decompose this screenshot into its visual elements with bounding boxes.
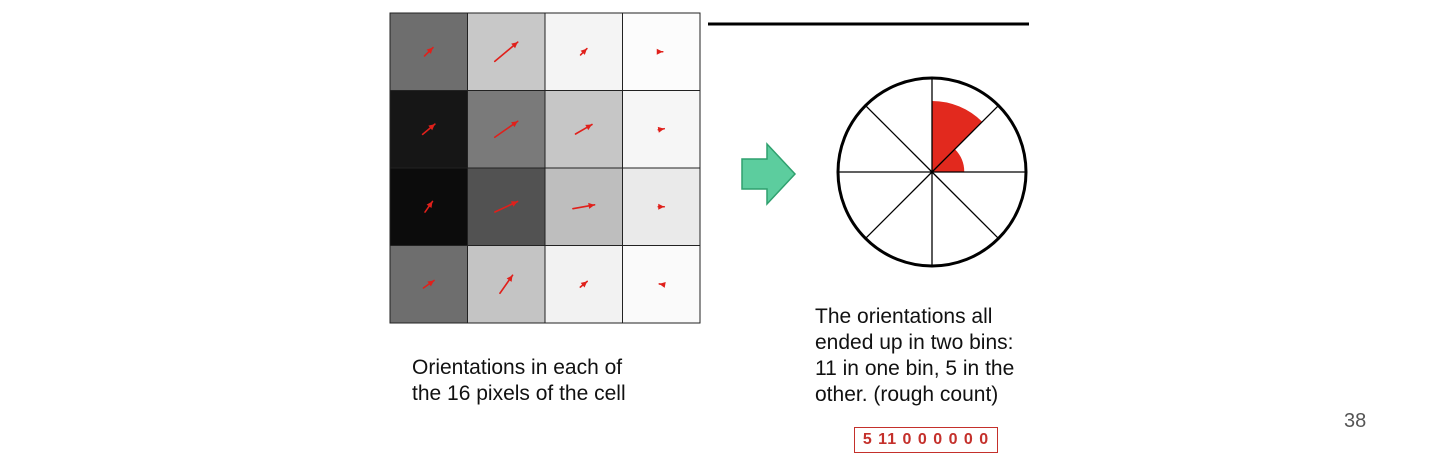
bins-caption: The orientations all ended up in two bin… xyxy=(815,304,1014,408)
pixel-cell xyxy=(622,90,701,169)
bins-caption-line: ended up in two bins: xyxy=(815,331,1014,354)
orientation-histogram-wheel xyxy=(836,76,1028,268)
pixel-grid xyxy=(389,12,701,324)
orientation-arrow xyxy=(572,202,596,210)
bins-caption-line: 11 in one bin, 5 in the xyxy=(815,357,1015,380)
grid-caption: Orientations in each of the 16 pixels of… xyxy=(412,355,626,407)
wheel-rim xyxy=(836,76,1028,268)
pixel-cell xyxy=(467,245,546,324)
grid-caption-line: Orientations in each of xyxy=(412,356,623,379)
orientation-arrow xyxy=(424,200,434,213)
orientation-arrow xyxy=(658,281,666,288)
orientation-arrow xyxy=(423,46,434,57)
orientation-arrow xyxy=(574,123,593,135)
histogram-vector: 5 11 0 0 0 0 0 0 xyxy=(854,427,998,453)
right-arrow-icon xyxy=(741,142,797,206)
bin-divider xyxy=(865,171,933,239)
bin-divider xyxy=(931,105,999,173)
bins-caption-line: other. (rough count) xyxy=(815,383,999,406)
orientation-arrow xyxy=(493,41,519,63)
orientation-arrow xyxy=(422,279,435,289)
histogram-bin-wedge xyxy=(932,101,983,172)
orientation-arrow xyxy=(657,203,666,210)
grid-caption-line: the 16 pixels of the cell xyxy=(412,382,626,405)
orientation-arrow xyxy=(579,280,588,288)
orientation-arrow xyxy=(499,274,514,295)
orientation-arrow xyxy=(494,200,519,213)
orientation-arrows xyxy=(421,41,666,295)
bin-divider xyxy=(865,105,933,173)
orientation-arrow xyxy=(493,120,519,139)
orientation-arrow xyxy=(421,123,436,136)
page-number: 38 xyxy=(1344,410,1367,432)
orientation-arrow xyxy=(656,48,664,55)
bins-caption-line: The orientations all xyxy=(815,305,993,328)
orientation-arrow xyxy=(657,126,666,133)
histogram-bin-wedge xyxy=(932,149,965,172)
orientation-arrow xyxy=(579,47,588,56)
bin-divider xyxy=(931,171,999,239)
